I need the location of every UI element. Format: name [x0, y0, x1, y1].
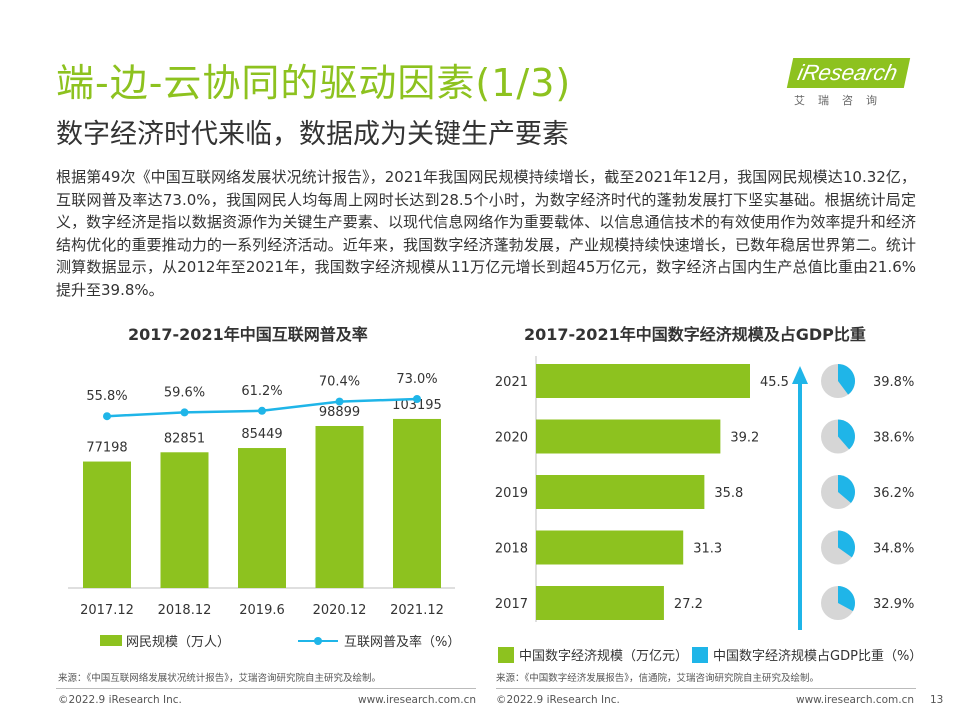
internet-penetration-chart: 77198 2017.12 82851 2018.12 85449 2019.6 98899… — [68, 372, 455, 618]
bar-users-2020.12 — [315, 425, 364, 588]
pie-slice-share — [838, 364, 856, 395]
line-label: 59.6% — [164, 385, 205, 400]
bar-label: 35.8 — [714, 486, 743, 501]
bar-scale-2018 — [536, 530, 684, 565]
page-subtitle: 数字经济时代来临，数据成为关键生产要素 — [56, 119, 569, 150]
bar-scale-2019 — [536, 475, 705, 509]
line-point — [103, 412, 111, 421]
page-title: 端-边-云协同的驱动因素(1/3) — [56, 61, 572, 105]
footer-url-right: www.iresearch.com.cn — [796, 694, 915, 706]
bar-label: 98899 — [319, 405, 360, 420]
bar-users-2019.6 — [238, 448, 286, 588]
pie-slice-share — [838, 475, 855, 503]
right-legend: 中国数字经济规模（万亿元） 中国数字经济规模占GDP比重（%） — [498, 645, 922, 664]
pie-label: 36.2% — [873, 486, 914, 501]
left-legend: 网民规模（万人） 互联网普及率（%） — [100, 631, 460, 650]
line-point — [180, 408, 189, 417]
y-tick-label: 2019 — [495, 486, 528, 501]
left-source: 来源：《中国互联网络发展状况统计报告》，艾瑞咨询研究院自主研究及绘制。 — [58, 673, 382, 684]
pie-label: 34.8% — [873, 542, 914, 557]
right-source: 来源：《中国数字经济发展报告》，信通院，艾瑞咨询研究院自主研究及绘制。 — [496, 673, 820, 684]
line-point — [413, 395, 421, 403]
y-tick-label: 2017 — [495, 597, 528, 612]
y-tick-label: 2018 — [495, 542, 528, 557]
pie-slice-share — [838, 530, 856, 558]
line-point — [258, 406, 266, 415]
right-chart-title: 2017-2021年中国数字经济规模及占GDP比重 — [524, 325, 866, 344]
bar-label: 82851 — [164, 431, 205, 446]
bar-label: 103195 — [392, 398, 442, 413]
pie-slice-share — [838, 419, 855, 450]
logo-cn-text: 艾瑞咨询 — [794, 94, 890, 107]
x-tick-label: 2019.6 — [239, 603, 285, 618]
legend-bar-label: 网民规模（万人） — [126, 635, 231, 650]
line-label: 70.4% — [319, 375, 360, 390]
legend-line-swatch — [298, 635, 339, 646]
bar-scale-2020 — [536, 419, 721, 454]
digital-economy-chart: 2021 45.5 39.8% 2020 39.2 38.6% 2019 35.8 36.2% 2… — [495, 356, 914, 630]
footer-divider-right — [496, 688, 916, 689]
y-tick-label: 2020 — [495, 431, 528, 446]
bar-users-2021.12 — [393, 418, 441, 588]
bar-label: 31.3 — [693, 542, 722, 557]
footer-divider-left — [56, 688, 476, 689]
x-tick-label: 2017.12 — [80, 603, 134, 618]
logo-wordmark: iResearch — [786, 58, 911, 88]
bar-label: 77198 — [86, 441, 127, 456]
pie-slice-share — [838, 586, 856, 612]
line-label: 55.8% — [86, 389, 127, 404]
pie-label: 38.6% — [873, 431, 914, 446]
x-tick-label: 2021.12 — [390, 603, 444, 618]
bar-scale-2017 — [536, 586, 664, 620]
iresearch-logo: iResearch 艾瑞咨询 — [776, 48, 916, 112]
bar-label: 85449 — [241, 427, 282, 442]
bar-users-2017.12 — [83, 461, 131, 588]
left-chart-title: 2017-2021年中国互联网普及率 — [128, 325, 368, 344]
footer-copyright-right: ©2022.9 iResearch Inc. — [496, 694, 620, 706]
legend-share-label: 中国数字经济规模占GDP比重（%） — [713, 649, 923, 664]
legend-bar-swatch — [100, 635, 122, 646]
pie-label: 39.8% — [873, 375, 914, 390]
pie-label: 32.9% — [873, 597, 914, 612]
page-number: 13 — [930, 694, 944, 706]
footer-copyright-left: ©2022.9 iResearch Inc. — [58, 694, 182, 706]
x-tick-label: 2020.12 — [313, 603, 367, 618]
footer-url-left: www.iresearch.com.cn — [358, 694, 477, 706]
line-label: 61.2% — [241, 384, 282, 399]
bar-scale-2021 — [536, 364, 750, 398]
line-point — [335, 397, 344, 406]
line-label: 73.0% — [396, 372, 437, 387]
x-tick-label: 2018.12 — [158, 603, 212, 618]
legend-share-swatch — [692, 646, 709, 663]
legend-scale-label: 中国数字经济规模（万亿元） — [519, 649, 689, 664]
bar-label: 39.2 — [730, 431, 759, 446]
y-tick-label: 2021 — [495, 375, 528, 390]
growth-arrow-head — [792, 366, 808, 384]
bar-label: 27.2 — [674, 597, 703, 612]
bar-users-2018.12 — [160, 452, 209, 588]
legend-scale-swatch — [498, 646, 514, 663]
body-paragraph: 根据第49次《中国互联网络发展状况统计报告》，2021年我国网民规模持续增长，截… — [56, 168, 916, 299]
bar-label: 45.5 — [760, 375, 789, 390]
legend-line-label: 互联网普及率（%） — [344, 635, 461, 650]
